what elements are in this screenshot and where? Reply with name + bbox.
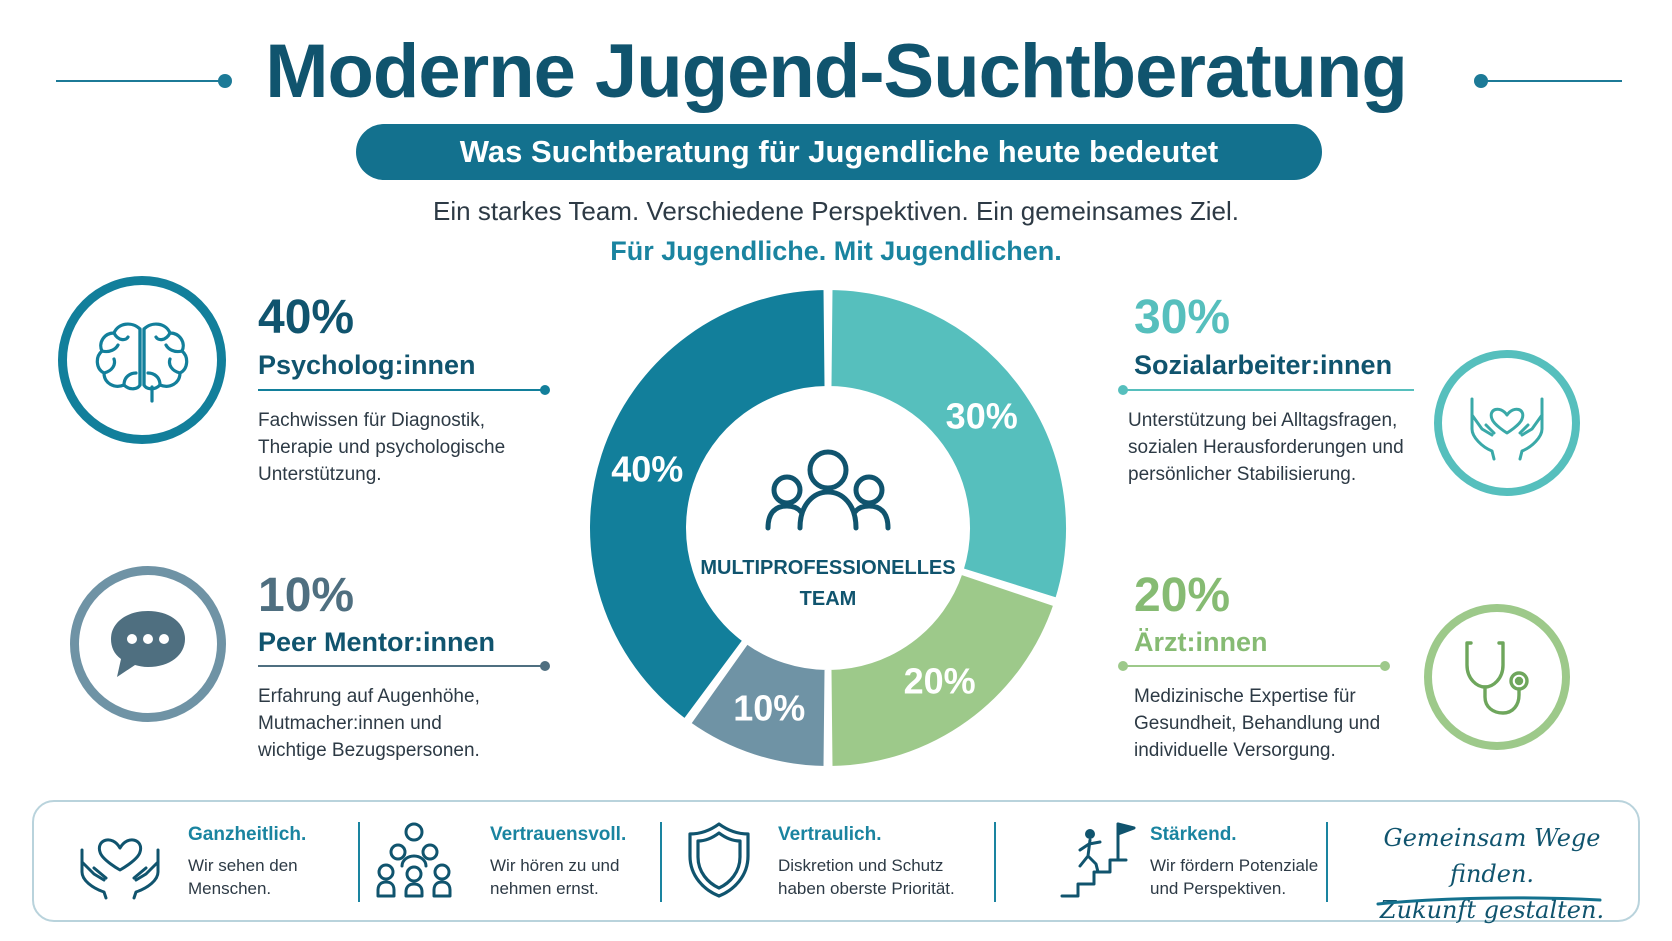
title-decor-line-right [1486, 80, 1622, 82]
peer-description: Erfahrung auf Augenhöhe, Mutmacher:innen… [258, 686, 480, 761]
psychologen-rule-dot [540, 385, 550, 395]
psychologen-label: Psycholog:innen [258, 350, 476, 380]
donut-label-40-percent: 40% [611, 448, 683, 489]
team-icon [765, 449, 891, 531]
footer-item-vertraulich: Vertraulich. Diskretion und Schutz haben… [662, 802, 992, 920]
sozialarbeiter-percent: 30% [1134, 291, 1231, 344]
tagline-highlight: Für Jugendliche. Mit Jugendlichen. [610, 236, 1062, 266]
sozialarbeiter-description: Unterstützung bei Alltagsfragen, soziale… [1128, 410, 1404, 485]
team-donut-chart: 30% 20% 10% 40% MULTIPROFESSIONELLES TEAM [586, 285, 1070, 771]
footer-separator [994, 822, 996, 902]
title-decor-dot-left [218, 74, 232, 88]
footer-text-ganzheitlich: Wir sehen den Menschen. [188, 856, 298, 898]
footer-title-vertrauensvoll: Vertrauensvoll. [490, 824, 627, 845]
aerzte-rule [1124, 665, 1386, 667]
stethoscope-icon [1424, 604, 1570, 750]
aerzte-rule-dot-end [1380, 661, 1390, 671]
tagline: Ein starkes Team. Verschiedene Perspekti… [433, 196, 1239, 226]
shield-icon [688, 822, 750, 898]
heart-hands-icon [80, 838, 160, 900]
psychologen-description: Fachwissen für Diagnostik, Therapie und … [258, 410, 506, 485]
title-decor-line-left [56, 80, 220, 82]
footer-slogan: Gemeinsam Wege finden. Zukunft gestalten… [1379, 824, 1605, 924]
sozialarbeiter-rule [1124, 389, 1414, 391]
footer-separator [358, 822, 360, 902]
footer-item-ganzheitlich: Ganzheitlich. Wir sehen den Menschen. [34, 802, 334, 920]
donut-label-20-percent: 20% [904, 661, 976, 702]
footer-item-staerkend: Stärkend. Wir fördern Potenziale und Per… [996, 802, 1346, 920]
aerzte-description: Medizinische Expertise für Gesundheit, B… [1134, 686, 1381, 761]
page-title: Moderne Jugend-Suchtberatung [265, 29, 1408, 114]
donut-label-30-percent: 30% [946, 395, 1018, 436]
brain-icon [58, 276, 226, 444]
stairs-flag-icon [1060, 822, 1136, 898]
aerzte-percent: 20% [1134, 569, 1231, 622]
footer-item-vertrauensvoll: Vertrauensvoll. Wir hören zu und nehmen … [360, 802, 650, 920]
donut-label-10-percent: 10% [733, 688, 805, 729]
aerzte-rule-dot [1118, 661, 1128, 671]
peer-percent: 10% [258, 569, 355, 622]
sozialarbeiter-label: Sozialarbeiter:innen [1134, 350, 1393, 380]
footer-text-vertrauensvoll: Wir hören zu und nehmen ernst. [490, 856, 620, 898]
footer-text-staerkend: Wir fördern Potenziale und Perspektiven. [1150, 856, 1319, 898]
donut-center-label-line1: MULTIPROFESSIONELLES [700, 557, 955, 579]
chat-bubble-icon [70, 566, 226, 722]
psychologen-rule [258, 389, 546, 391]
footer-separator [1326, 822, 1328, 902]
footer-separator [660, 822, 662, 902]
donut-center [688, 388, 968, 668]
footer-title-vertraulich: Vertraulich. [778, 824, 882, 845]
heart-hands-icon [1434, 350, 1580, 496]
sozialarbeiter-rule-dot [1118, 385, 1128, 395]
psychologen-percent: 40% [258, 291, 355, 344]
peer-rule [258, 665, 546, 667]
footer-text-vertraulich: Diskretion und Schutz haben oberste Prio… [778, 856, 955, 898]
footer-title-ganzheitlich: Ganzheitlich. [188, 824, 307, 845]
subtitle-banner: Was Suchtberatung für Jugendliche heute … [356, 124, 1322, 180]
title-decor-dot-right [1474, 74, 1488, 88]
title-row: Moderne Jugend-Suchtberatung [0, 28, 1672, 138]
slogan-underline [1376, 896, 1602, 906]
group-icon [376, 822, 452, 898]
aerzte-label: Ärzt:innen [1134, 627, 1268, 657]
donut-center-label-line2: TEAM [800, 588, 857, 610]
values-footer: Ganzheitlich. Wir sehen den Menschen. Ve… [32, 800, 1640, 924]
footer-title-staerkend: Stärkend. [1150, 824, 1237, 845]
peer-rule-dot [540, 661, 550, 671]
peer-label: Peer Mentor:innen [258, 627, 496, 657]
